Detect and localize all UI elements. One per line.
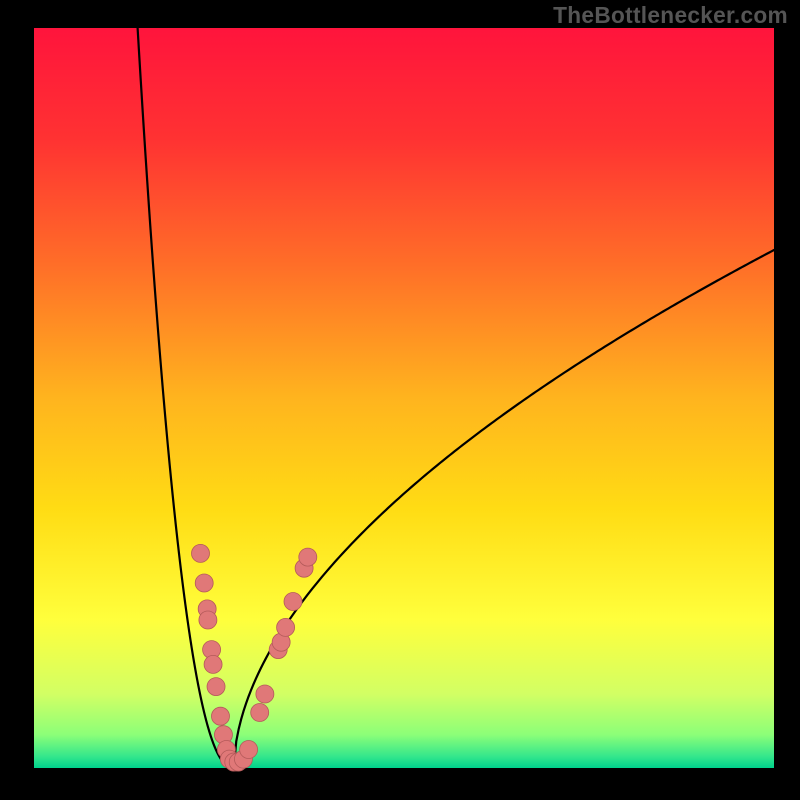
data-marker (299, 548, 317, 566)
chart-svg (0, 0, 800, 800)
data-marker (256, 685, 274, 703)
data-marker (211, 707, 229, 725)
figure-root: TheBottlenecker.com (0, 0, 800, 800)
data-marker (195, 574, 213, 592)
data-marker (251, 704, 269, 722)
data-marker (277, 618, 295, 636)
data-marker (240, 741, 258, 759)
data-marker (204, 655, 222, 673)
data-marker (199, 611, 217, 629)
data-marker (284, 593, 302, 611)
data-marker (207, 678, 225, 696)
data-marker (192, 544, 210, 562)
